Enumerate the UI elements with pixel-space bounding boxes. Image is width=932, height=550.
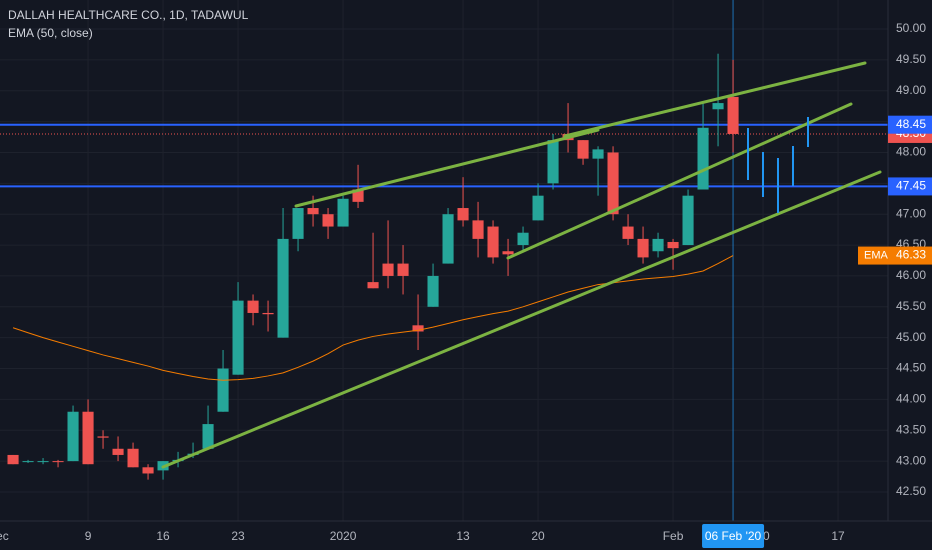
candle-body bbox=[322, 214, 334, 227]
y-tick-label: 49.00 bbox=[896, 83, 926, 97]
candle-body bbox=[292, 208, 304, 239]
candle-body bbox=[517, 232, 529, 246]
crosshair-label: 06 Feb '20 bbox=[705, 529, 762, 543]
axes: 42.50 43.00 43.50 44.00 44.50 45.00 45.50 46.00… bbox=[0, 21, 932, 548]
candle-body bbox=[37, 461, 49, 463]
candle-body bbox=[487, 226, 499, 258]
x-tick-label: 2020 bbox=[330, 529, 357, 543]
candle-body bbox=[127, 448, 139, 468]
candle-body bbox=[622, 226, 634, 239]
price-line-label: 48.45 bbox=[896, 117, 926, 131]
candle-body bbox=[352, 189, 364, 202]
price-line-label: 47.45 bbox=[896, 179, 926, 193]
drawings bbox=[161, 61, 882, 469]
candle-body bbox=[547, 140, 559, 184]
candle-body bbox=[397, 263, 409, 276]
x-tick-label: 16 bbox=[156, 529, 170, 543]
candle-body bbox=[277, 238, 289, 338]
candle-body bbox=[247, 300, 259, 313]
candle-body bbox=[577, 140, 589, 159]
y-tick-label: 44.00 bbox=[896, 392, 926, 406]
candle-body bbox=[532, 195, 544, 221]
y-tick-label: 44.50 bbox=[896, 361, 926, 375]
y-tick-label: 50.00 bbox=[896, 21, 926, 35]
candle-body bbox=[52, 461, 64, 463]
x-tick-label: Feb bbox=[663, 529, 684, 543]
trend-line bbox=[563, 61, 867, 138]
indicator-label: EMA (50, close) bbox=[8, 26, 93, 40]
candle-body bbox=[637, 238, 649, 258]
y-tick-label: 43.00 bbox=[896, 453, 926, 467]
candle-body bbox=[412, 325, 424, 332]
x-tick-label: Dec bbox=[0, 529, 9, 543]
grid bbox=[0, 0, 888, 521]
candle-body bbox=[442, 214, 454, 264]
price-axis bbox=[888, 0, 932, 550]
crosshair-badge bbox=[702, 524, 765, 548]
candle-body bbox=[427, 275, 439, 307]
y-tick-label: 43.50 bbox=[896, 422, 926, 436]
candle-body bbox=[217, 368, 229, 412]
x-tick-label: 13 bbox=[456, 529, 470, 543]
y-tick-label: 48.00 bbox=[896, 145, 926, 159]
x-tick-label: 20 bbox=[531, 529, 545, 543]
trend-line bbox=[294, 128, 600, 208]
candle-body bbox=[382, 263, 394, 276]
price-line-badge bbox=[888, 177, 932, 196]
candle-body bbox=[457, 208, 469, 221]
ema-value: 46.33 bbox=[896, 248, 926, 262]
candle-body bbox=[727, 96, 739, 134]
candle-body bbox=[367, 282, 379, 289]
y-tick-label: 45.50 bbox=[896, 299, 926, 313]
candle-body bbox=[502, 251, 514, 255]
candle-body bbox=[232, 300, 244, 375]
ema-name: EMA bbox=[864, 249, 889, 261]
y-tick-label: 45.00 bbox=[896, 330, 926, 344]
candle-body bbox=[97, 436, 109, 438]
chart-title: DALLAH HEALTHCARE CO., 1D, TADAWUL bbox=[8, 8, 249, 22]
candle-body bbox=[112, 448, 124, 455]
y-tick-label: 47.00 bbox=[896, 206, 926, 220]
candle-body bbox=[82, 411, 94, 465]
candle-body bbox=[262, 312, 274, 315]
x-tick-label: 23 bbox=[231, 529, 245, 543]
candle-body bbox=[337, 198, 349, 227]
candle-body bbox=[472, 220, 484, 239]
y-tick-label: 49.50 bbox=[896, 52, 926, 66]
candle-body bbox=[592, 149, 604, 159]
candle-body bbox=[307, 208, 319, 215]
y-tick-label: 42.50 bbox=[896, 484, 926, 498]
candle-body bbox=[7, 454, 19, 465]
candle-body bbox=[667, 241, 679, 249]
candle-body bbox=[697, 127, 709, 190]
x-tick-label: 9 bbox=[85, 529, 92, 543]
candle-body bbox=[142, 467, 154, 474]
price-line-badge bbox=[888, 115, 932, 134]
candle-body bbox=[682, 195, 694, 246]
candle-body bbox=[712, 103, 724, 110]
candle-body bbox=[22, 461, 34, 463]
candle-body bbox=[607, 152, 619, 215]
ema-badge bbox=[858, 246, 932, 265]
y-tick-label: 46.00 bbox=[896, 268, 926, 282]
candle-body bbox=[652, 238, 664, 252]
trend-line bbox=[506, 102, 853, 260]
trend-line bbox=[161, 170, 882, 469]
x-tick-label: 17 bbox=[831, 529, 845, 543]
candle-body bbox=[202, 424, 214, 449]
candle-body bbox=[67, 411, 79, 462]
projection-lines bbox=[747, 117, 809, 213]
